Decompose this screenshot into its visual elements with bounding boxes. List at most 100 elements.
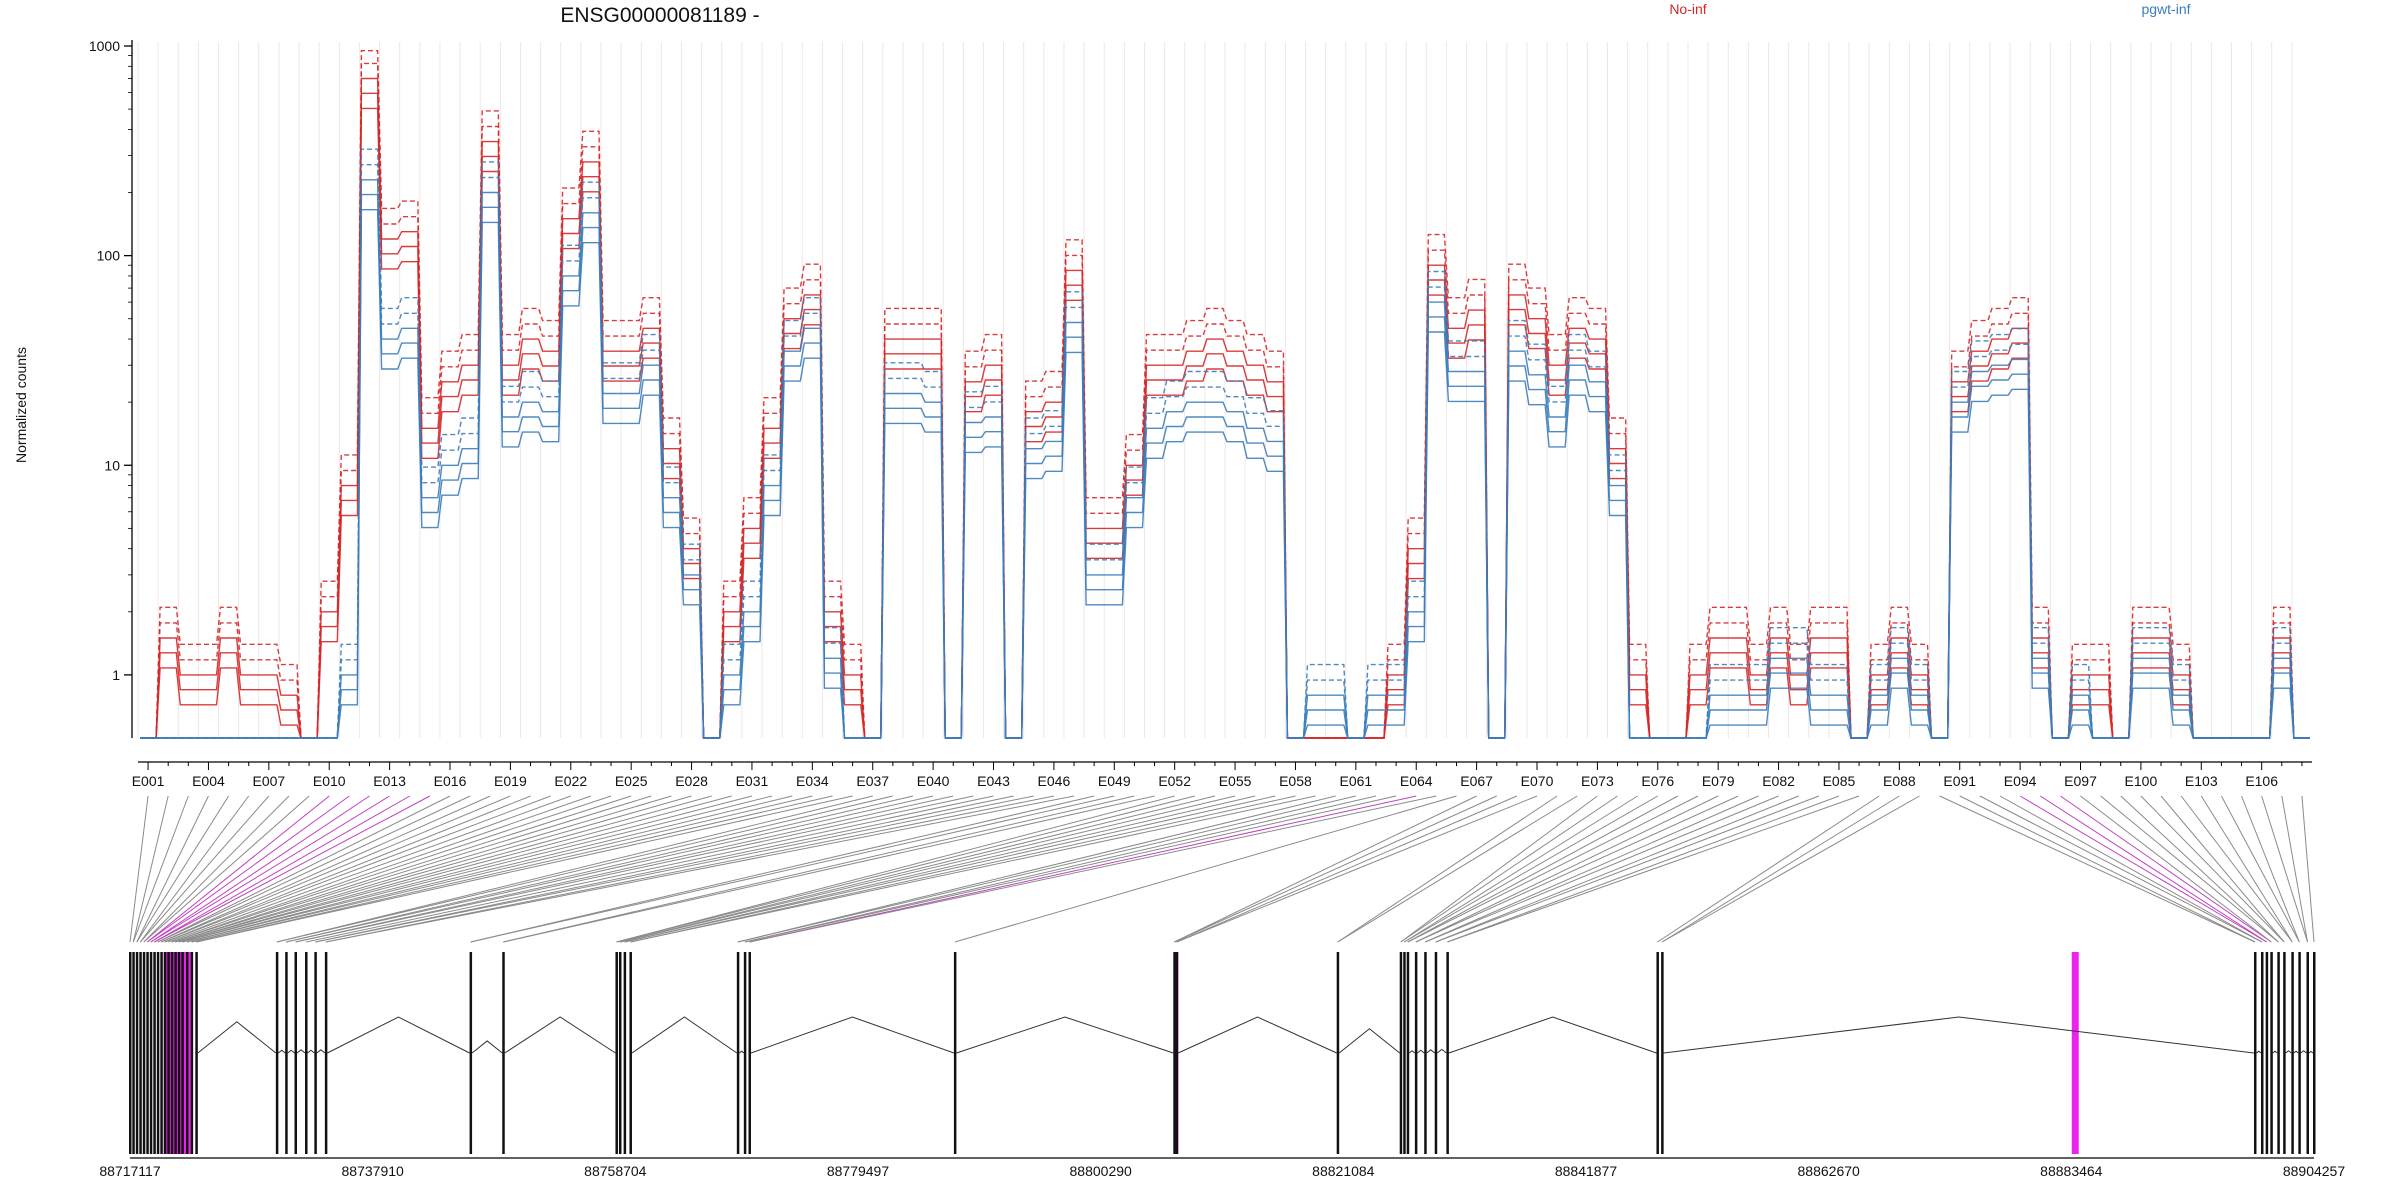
exon-connectors: [129, 795, 2315, 943]
transcript-exon: [2253, 952, 2257, 1154]
exon-connector: [1661, 795, 1900, 943]
exon-connector: [186, 795, 773, 943]
exon-tick-label: E085: [1823, 773, 1856, 789]
gene-model: [129, 952, 2316, 1154]
exon-tick-label: E040: [917, 773, 950, 789]
chart-title: ENSG00000081189 -: [560, 4, 759, 27]
transcript-exon: [743, 952, 747, 1154]
exon-tick-label: E070: [1521, 773, 1554, 789]
transcript-exon: [142, 952, 146, 1154]
exon-connector: [619, 795, 1236, 943]
exon-connector: [157, 795, 471, 943]
transcript-exon: [953, 952, 957, 1154]
exon-connector: [1939, 795, 2256, 943]
transcript-exon: [181, 952, 184, 1154]
exon-connector: [470, 795, 1095, 943]
exon-tick-label: E004: [192, 773, 225, 789]
exon-connector: [1407, 795, 1679, 943]
exon-connector: [1403, 795, 1638, 943]
series-no-inf-rep4: [140, 50, 2310, 739]
transcript-exon: [156, 952, 160, 1154]
transcript-exon: [2313, 952, 2316, 1154]
exon-connector: [954, 795, 1457, 943]
transcript-exon: [1403, 952, 1406, 1154]
exon-tick-label: E058: [1279, 773, 1312, 789]
transcript-exon: [748, 952, 752, 1154]
exon-connector: [1407, 795, 1699, 943]
exon-tick-label: E091: [1943, 773, 1976, 789]
exon-connector: [1425, 795, 1759, 943]
transcript-exon: [618, 952, 622, 1154]
transcript-exon: [174, 952, 177, 1154]
exon-connector: [624, 795, 1256, 943]
genomic-tick-label: 88904257: [2283, 1163, 2346, 1179]
exon-tick-label: E016: [434, 773, 467, 789]
exon-connector: [136, 795, 209, 943]
exon-connector: [630, 795, 1316, 943]
exon-connector: [146, 795, 330, 943]
exon-connector: [182, 795, 712, 943]
exon-connector: [616, 795, 1195, 943]
intron: [1177, 1016, 1337, 1054]
intron: [1417, 1049, 1425, 1054]
transcript-exon: [1399, 952, 1403, 1154]
exon-connector: [1337, 795, 1558, 943]
genomic-tick-label: 88841877: [1555, 1163, 1618, 1179]
transcript-exon: [1173, 952, 1176, 1154]
genomic-tick-label: 88779497: [827, 1163, 890, 1179]
exon-connector: [315, 795, 1014, 943]
exon-tick-label: E082: [1762, 773, 1795, 789]
transcript-exon: [615, 952, 618, 1154]
transcript-exon: [2277, 952, 2280, 1154]
exon-connector: [143, 795, 290, 943]
genomic-tick-label: 88737910: [342, 1163, 405, 1179]
exon-connector: [139, 795, 250, 943]
y-axis-label: Normalized counts: [13, 347, 29, 463]
intron: [2285, 1050, 2292, 1054]
transcript-exon: [275, 952, 279, 1154]
exon-axis: E001 E004 E007 E010 E013 E016 E019 E022 E025 E028…: [132, 761, 2312, 789]
exon-connector: [2261, 795, 2308, 943]
y-axis: 1 10 100 1000: [89, 38, 133, 738]
intron: [287, 1049, 295, 1054]
exon-tick-label: E022: [554, 773, 587, 789]
exon-tick-label: E097: [2064, 773, 2097, 789]
exon-connector: [295, 795, 974, 943]
exon-connector: [2140, 795, 2285, 943]
transcript-exon: [1175, 952, 1179, 1154]
exon-connector: [1176, 795, 1538, 943]
exon-connector: [1415, 795, 1739, 943]
exon-tick-label: E046: [1038, 773, 1071, 789]
intron: [316, 1049, 326, 1054]
transcript-exon: [190, 952, 194, 1154]
exon-tick-label: E049: [1098, 773, 1131, 789]
exon-connector: [2080, 795, 2272, 943]
transcript-exon: [1434, 952, 1438, 1154]
series-pgwt-inf-rep5: [140, 209, 2310, 739]
legend: No-inf pgwt-inf: [1669, 1, 2190, 17]
exon-tick-label: E103: [2185, 773, 2218, 789]
transcript-exon: [324, 952, 328, 1154]
highlighted-exon-region: [2071, 952, 2079, 1154]
exon-connector: [286, 795, 914, 943]
exon-connector: [171, 795, 592, 943]
transcript-exon: [736, 952, 740, 1154]
transcript-exon: [160, 952, 163, 1154]
exon-connector: [2120, 795, 2279, 943]
exon-tick-label: E088: [1883, 773, 1916, 789]
exon-tick-label: E052: [1158, 773, 1191, 789]
transcript-exon: [177, 952, 181, 1154]
intron: [956, 1016, 1174, 1054]
y-tick-label: 100: [97, 248, 121, 264]
exon-connector: [2200, 795, 2293, 943]
exon-connector: [1447, 795, 1860, 943]
exon-tick-label: E064: [1400, 773, 1433, 789]
transcript-exon: [623, 952, 627, 1154]
exon-connector: [2160, 795, 2285, 943]
exon-connector: [154, 795, 410, 943]
transcript-exon: [294, 952, 298, 1154]
exon-connector: [1425, 795, 1779, 943]
exon-connector: [1337, 795, 1578, 943]
intron: [327, 1016, 470, 1054]
exon-tick-label: E100: [2125, 773, 2158, 789]
